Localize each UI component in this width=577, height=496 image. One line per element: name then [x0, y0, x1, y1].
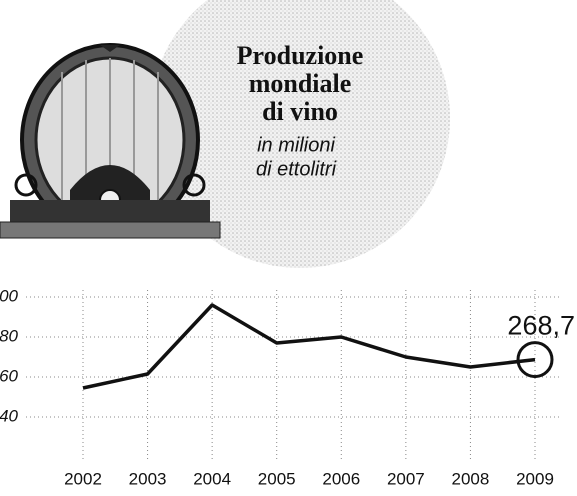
chart-title: di vino — [262, 97, 338, 126]
y-tick-label: 300 — [0, 286, 19, 305]
y-tick-label: 240 — [0, 406, 19, 425]
highlight-marker — [516, 341, 554, 379]
x-tick-label: 2008 — [452, 469, 490, 488]
chart-subtitle: in milioni — [257, 134, 335, 156]
barrel-illustration — [0, 43, 221, 239]
chart-title: Produzione — [237, 41, 364, 70]
y-tick-label: 260 — [0, 366, 19, 385]
title-backdrop — [150, 0, 450, 268]
data-line — [82, 303, 536, 390]
chart-title: mondiale — [249, 69, 352, 98]
x-tick-label: 2006 — [322, 469, 360, 488]
x-tick-label: 2002 — [64, 469, 102, 488]
x-tick-label: 2003 — [129, 469, 167, 488]
x-tick-label: 2004 — [193, 469, 231, 488]
x-tick-label: 2007 — [387, 469, 425, 488]
x-tick-label: 2009 — [516, 469, 554, 488]
x-tick-label: 2005 — [258, 469, 296, 488]
y-tick-label: 280 — [0, 326, 19, 345]
chart-subtitle: di ettolitri — [256, 158, 337, 180]
value-label: 268,7 — [507, 311, 575, 341]
